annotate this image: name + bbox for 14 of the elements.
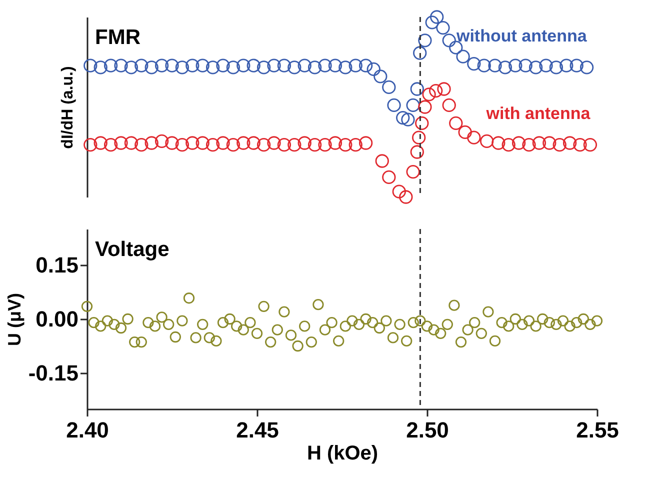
annotation: FMR (95, 26, 140, 49)
x-tick-label: 2.45 (236, 418, 279, 442)
x-tick-label: 2.50 (406, 418, 449, 442)
x-axis-title: H (kOe) (306, 442, 378, 464)
series-label: without antenna (455, 26, 588, 46)
annotation: Voltage (95, 238, 170, 261)
y-tick-label: -0.15 (28, 360, 78, 386)
y-tick-label: 0.15 (36, 252, 78, 278)
y-axis-title: U (μV) (4, 292, 24, 346)
x-tick-label: 2.55 (576, 418, 619, 442)
series-label: with antenna (485, 104, 591, 123)
x-tick-label: 2.40 (66, 418, 109, 442)
y-tick-label: 0.00 (36, 306, 78, 332)
y-axis-title: dI/dH (a.u.) (60, 66, 76, 149)
